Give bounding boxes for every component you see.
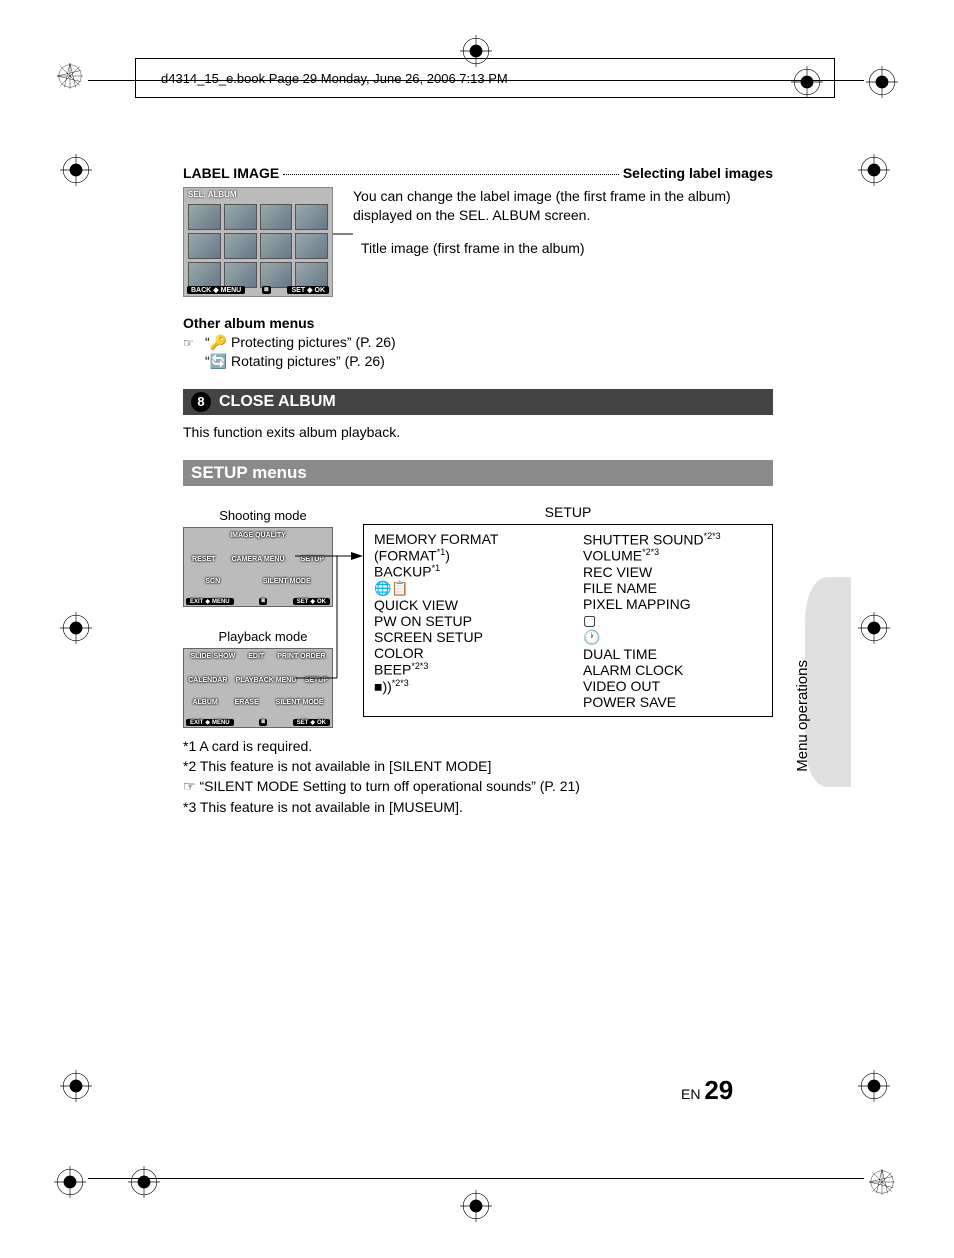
setup-item: ▢ [583, 612, 762, 629]
regmark-r1 [858, 154, 890, 186]
setup-item: SCREEN SETUP [374, 629, 553, 645]
setup-item: 🕐 [583, 629, 762, 646]
setup-box-heading: SETUP [363, 504, 773, 520]
setup-item: PIXEL MAPPING [583, 596, 762, 612]
close-album-body: This function exits album playback. [183, 423, 773, 442]
footnote-1: *1 A card is required. [183, 736, 773, 756]
close-album-number: 8 [191, 392, 211, 412]
close-album-title: CLOSE ALBUM [219, 393, 336, 411]
crop-header-text: d4314_15_e.book Page 29 Monday, June 26,… [161, 71, 508, 86]
setup-box: MEMORY FORMAT(FORMAT*1)BACKUP*1🌐📋QUICK V… [363, 524, 773, 717]
ref-rotating: “🔄 Rotating pictures” (P. 26) [183, 352, 773, 371]
setup-menus-bar: SETUP menus [183, 460, 773, 486]
setup-item: VOLUME*2*3 [583, 547, 762, 564]
regmark-sunburst-tl [54, 60, 86, 92]
regmark-r2 [858, 612, 890, 644]
setup-arrow-connectors [295, 552, 367, 682]
setup-item: BEEP*2*3 [374, 661, 553, 678]
setup-item: MEMORY FORMAT [374, 531, 553, 547]
side-tab [805, 577, 851, 787]
setup-item: ALARM CLOCK [583, 662, 762, 678]
label-image-heading-left: LABEL IMAGE [183, 165, 279, 181]
footnotes: *1 A card is required. *2 This feature i… [183, 736, 773, 817]
setup-item: BACKUP*1 [374, 563, 553, 580]
setup-item: PW ON SETUP [374, 613, 553, 629]
album-thumb-footer: BACK◆MENU ⧈ SET◆OK [187, 286, 329, 294]
label-image-body: You can change the label image (the firs… [353, 187, 773, 225]
setup-item: SHUTTER SOUND*2*3 [583, 531, 762, 548]
page-lang: EN [681, 1086, 700, 1102]
regmark-l1 [60, 154, 92, 186]
label-image-heading-right: Selecting label images [623, 165, 773, 181]
dots [283, 174, 619, 175]
label-image-callout: Title image (first frame in the album) [361, 239, 773, 258]
setup-item: DUAL TIME [583, 646, 762, 662]
setup-item: ■))*2*3 [374, 678, 553, 695]
album-thumb-header: SEL. ALBUM [188, 190, 237, 199]
setup-item: 🌐📋 [374, 580, 553, 597]
setup-item: POWER SAVE [583, 694, 762, 710]
page-number: EN 29 [681, 1075, 733, 1106]
setup-item: FILE NAME [583, 580, 762, 596]
regmark-bl2 [128, 1166, 160, 1198]
setup-col-left: MEMORY FORMAT(FORMAT*1)BACKUP*1🌐📋QUICK V… [374, 531, 553, 710]
page-num-value: 29 [704, 1075, 733, 1105]
setup-menus-title: SETUP menus [191, 463, 307, 483]
page-content: LABEL IMAGE Selecting label images SEL. … [183, 165, 773, 817]
shooting-mode-label: Shooting mode [183, 508, 343, 523]
crop-header: d4314_15_e.book Page 29 Monday, June 26,… [135, 58, 835, 98]
footnote-ref: ☞ “SILENT MODE Setting to turn off opera… [183, 776, 773, 796]
regmark-bot [460, 1190, 492, 1222]
sel-album-thumbnail: SEL. ALBUM BACK◆MENU ⧈ SET◆OK [183, 187, 333, 297]
label-image-heading: LABEL IMAGE Selecting label images [183, 165, 773, 181]
footnote-3: *3 This feature is not available in [MUS… [183, 797, 773, 817]
callout-connector [333, 233, 353, 235]
ref-protecting: ☞“🔑 Protecting pictures” (P. 26) [183, 333, 773, 352]
setup-item: VIDEO OUT [583, 678, 762, 694]
setup-item: (FORMAT*1) [374, 547, 553, 564]
regmark-r3 [858, 1070, 890, 1102]
regmark-bl [54, 1166, 86, 1198]
crop-line-bot [88, 1178, 864, 1179]
regmark-sunburst-br [866, 1166, 898, 1198]
setup-item: REC VIEW [583, 564, 762, 580]
setup-item: COLOR [374, 645, 553, 661]
regmark-l2 [60, 612, 92, 644]
setup-col-right: SHUTTER SOUND*2*3VOLUME*2*3REC VIEWFILE … [583, 531, 762, 710]
album-thumb-grid [188, 204, 328, 288]
setup-item: QUICK VIEW [374, 597, 553, 613]
side-tab-label: Menu operations [794, 660, 811, 772]
other-album-heading: Other album menus [183, 315, 773, 331]
regmark-l3 [60, 1070, 92, 1102]
regmark-tr2 [866, 66, 898, 98]
footnote-2: *2 This feature is not available in [SIL… [183, 756, 773, 776]
close-album-bar: 8 CLOSE ALBUM [183, 389, 773, 415]
